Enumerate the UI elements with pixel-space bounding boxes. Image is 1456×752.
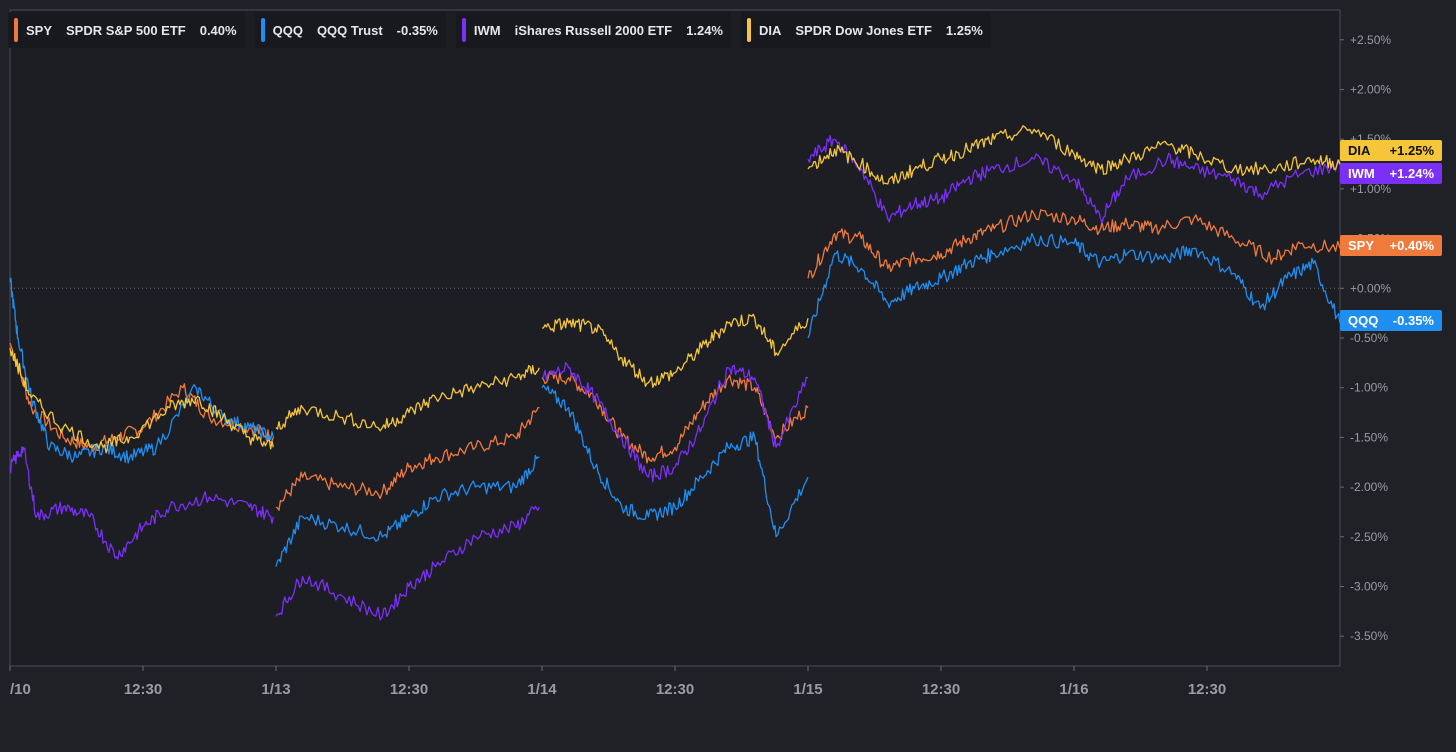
price-tag-value: -0.35% bbox=[1392, 313, 1434, 328]
price-tag-dia: DIA +1.25% bbox=[1340, 140, 1442, 161]
y-tick-label: -3.50% bbox=[1350, 629, 1388, 643]
series-dia bbox=[9, 125, 1341, 454]
y-tick-label: +1.00% bbox=[1350, 182, 1391, 196]
series-line-qqq-2 bbox=[541, 384, 809, 538]
plot-area bbox=[9, 9, 1341, 667]
series-line-dia-1 bbox=[275, 364, 540, 432]
legend-change: 1.25% bbox=[945, 22, 983, 38]
price-tag-spy: SPY +0.40% bbox=[1340, 235, 1442, 256]
legend-change: 0.40% bbox=[199, 22, 237, 38]
series-line-dia-3 bbox=[807, 125, 1341, 185]
y-tick-label: -2.00% bbox=[1350, 480, 1388, 494]
series-line-spy-3 bbox=[807, 209, 1341, 279]
x-tick-label: 12:30 bbox=[124, 681, 162, 698]
y-tick-label: -2.50% bbox=[1350, 530, 1388, 544]
x-tick-label: 12:30 bbox=[390, 681, 428, 698]
x-tick-label: 1/13 bbox=[261, 681, 290, 698]
legend-swatch bbox=[461, 18, 466, 42]
legend-symbol: DIA bbox=[759, 22, 782, 38]
price-tag-value: +1.25% bbox=[1389, 143, 1434, 158]
series-line-iwm-1 bbox=[275, 505, 540, 621]
series-line-dia-0 bbox=[9, 347, 274, 454]
price-tag-symbol: IWM bbox=[1348, 166, 1375, 181]
y-tick-label: +2.00% bbox=[1350, 83, 1391, 97]
x-tick-label: 1/15 bbox=[793, 681, 822, 698]
series-line-spy-0 bbox=[9, 342, 274, 452]
price-tag-value: +0.40% bbox=[1389, 238, 1434, 253]
legend-symbol: QQQ bbox=[272, 22, 303, 38]
series-line-spy-1 bbox=[275, 406, 540, 511]
legend-item-qqq[interactable]: QQQ QQQ Trust -0.35% bbox=[254, 12, 446, 48]
x-tick-label: 1/14 bbox=[527, 681, 557, 698]
legend-swatch bbox=[747, 18, 751, 42]
price-tag-iwm: IWM +1.24% bbox=[1340, 163, 1442, 184]
x-tick-label: 12:30 bbox=[656, 681, 694, 698]
legend-name: QQQ Trust bbox=[316, 22, 383, 38]
y-tick-label: -0.50% bbox=[1350, 331, 1388, 345]
price-tag-symbol: SPY bbox=[1348, 238, 1375, 253]
legend-swatch bbox=[260, 18, 265, 42]
series-line-iwm-0 bbox=[9, 446, 274, 560]
series-line-dia-2 bbox=[541, 313, 809, 388]
y-tick-label: +2.50% bbox=[1350, 33, 1391, 47]
y-tick-label: -3.00% bbox=[1350, 579, 1388, 593]
price-tag-symbol: DIA bbox=[1348, 143, 1371, 158]
price-tag-value: +1.24% bbox=[1389, 166, 1434, 181]
series-line-iwm-2 bbox=[541, 362, 809, 483]
series-qqq bbox=[9, 232, 1341, 567]
price-tag-symbol: QQQ bbox=[1348, 313, 1379, 328]
series-line-qqq-1 bbox=[275, 454, 540, 567]
y-tick-label: -1.50% bbox=[1350, 430, 1388, 444]
x-tick-label: 12:30 bbox=[1188, 681, 1226, 698]
x-tick-label: 1/16 bbox=[1059, 681, 1088, 698]
y-tick-label: -1.00% bbox=[1350, 381, 1388, 395]
series-line-iwm-3 bbox=[807, 134, 1341, 224]
legend-symbol: IWM bbox=[473, 22, 501, 38]
x-tick-label: /10 bbox=[10, 681, 31, 698]
legend-symbol: SPY bbox=[26, 22, 53, 38]
legend-name: SPDR S&P 500 ETF bbox=[66, 22, 186, 38]
legend: SPY SPDR S&P 500 ETF 0.40% QQQ QQQ Trust -0.3… bbox=[8, 12, 991, 48]
price-tag-qqq: QQQ -0.35% bbox=[1340, 310, 1442, 331]
series-iwm bbox=[9, 134, 1341, 621]
legend-change: -0.35% bbox=[396, 22, 438, 38]
series-spy bbox=[9, 209, 1341, 511]
series-line-qqq-3 bbox=[807, 232, 1341, 339]
legend-swatch bbox=[14, 18, 18, 42]
legend-item-iwm[interactable]: IWM iShares Russell 2000 ETF 1.24% bbox=[455, 12, 731, 48]
legend-change: 1.24% bbox=[686, 22, 723, 38]
legend-item-spy[interactable]: SPY SPDR S&P 500 ETF 0.40% bbox=[8, 12, 245, 48]
legend-name: iShares Russell 2000 ETF bbox=[514, 22, 673, 38]
legend-item-dia[interactable]: DIA SPDR Dow Jones ETF 1.25% bbox=[741, 12, 991, 48]
y-tick-label: +0.00% bbox=[1350, 281, 1391, 295]
series-line-qqq-0 bbox=[9, 277, 274, 464]
legend-name: SPDR Dow Jones ETF bbox=[795, 22, 932, 38]
x-tick-label: 12:30 bbox=[922, 681, 960, 698]
